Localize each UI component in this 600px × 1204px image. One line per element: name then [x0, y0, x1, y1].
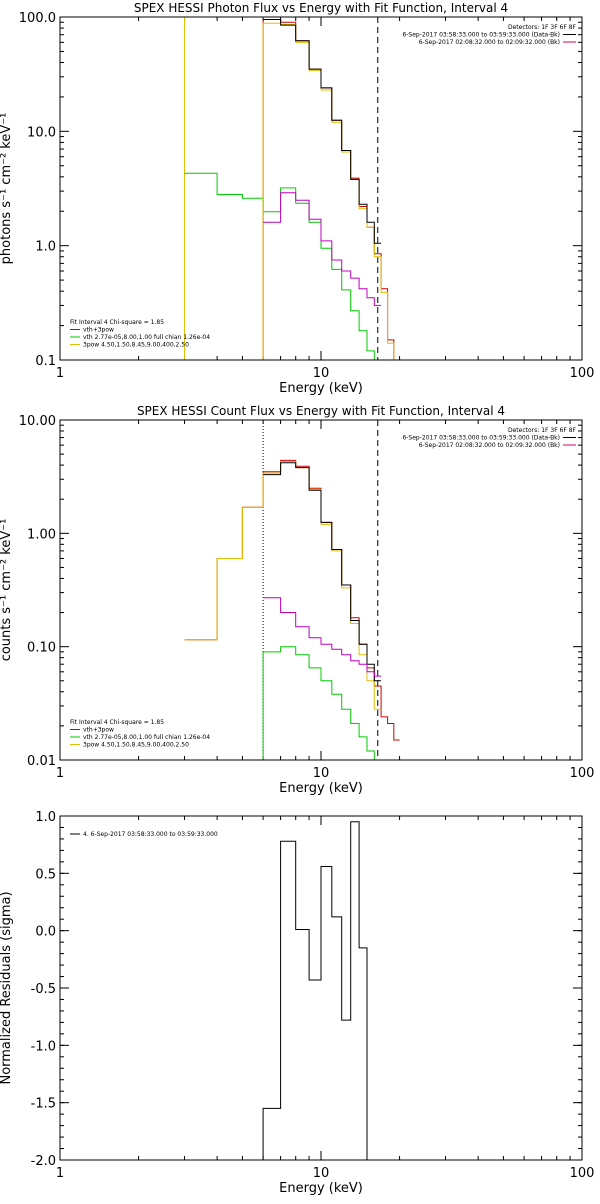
- x-tick-label: 100: [570, 1166, 595, 1181]
- y-tick-label: 1.0: [35, 810, 56, 825]
- y-tick-label: -0.5: [31, 982, 56, 997]
- plot-frame: [59, 16, 583, 361]
- legend-entry: 3pow 4.50,1.50,8.45,9.00,400,2.50: [83, 342, 189, 349]
- legend-entry: 6-Sep-2017 02:08:32.000 to 02:09:32.000 …: [419, 39, 560, 46]
- x-tick-label: 100: [570, 366, 595, 381]
- series-histogram-5: [263, 192, 382, 306]
- chart-panel-1: SPEX HESSI Photon Flux vs Energy with Fi…: [0, 1, 594, 396]
- legend-header: Fit Interval 4 Chi-square = 1.85: [70, 719, 164, 726]
- series-histogram-2: [262, 646, 375, 760]
- y-tick-label: 0.5: [35, 867, 56, 882]
- y-tick-label: 1.00: [27, 527, 56, 542]
- legend-entry: vth 2.77e-05,8.00,1.00 full chian 1.26e-…: [83, 734, 210, 741]
- y-tick-label: 1.0: [35, 240, 56, 255]
- y-tick-label: -1.0: [31, 1039, 56, 1054]
- legend-entry: 4. 6-Sep-2017 03:58:33.000 to 03:59:33.0…: [83, 831, 218, 838]
- y-tick-label: -1.5: [31, 1097, 56, 1112]
- legend-entry: 3pow 4.50,1.50,8.45,9.00,400,2.50: [83, 742, 189, 749]
- chart-panel-3: Energy (keV) Normalized Residuals (sigma)…: [0, 810, 594, 1196]
- y-tick-label: 100.0: [19, 11, 56, 26]
- x-tick-label: 100: [570, 766, 595, 781]
- series-histogram-4: [263, 19, 382, 244]
- plot-frame: [59, 815, 583, 1161]
- x-tick-label: 1: [56, 366, 64, 381]
- legend-entry: vth+3pow: [83, 727, 114, 734]
- x-axis-label: Energy (keV): [279, 1181, 363, 1196]
- y-tick-label: 0.0: [35, 925, 56, 940]
- x-tick-label: 10: [313, 1166, 330, 1181]
- y-axis-label: Normalized Residuals (sigma): [0, 891, 14, 1084]
- y-axis-label: photons s⁻¹ cm⁻² keV⁻¹: [0, 113, 14, 265]
- chart-title: SPEX HESSI Count Flux vs Energy with Fit…: [137, 404, 505, 418]
- series-histogram-3: [184, 461, 382, 710]
- x-tick-label: 10: [313, 366, 330, 381]
- y-tick-label: 10.00: [19, 414, 56, 429]
- legend-entry: vth+3pow: [83, 327, 114, 334]
- x-axis-label: Energy (keV): [279, 381, 363, 396]
- series-histogram-4: [263, 462, 382, 682]
- series-histogram-1: [262, 821, 382, 1160]
- series-histogram-2: [184, 172, 375, 360]
- y-tick-label: 0.01: [27, 754, 56, 769]
- legend-header: Detectors: 1F 3F 6F 8F: [508, 427, 577, 434]
- chart-title: SPEX HESSI Photon Flux vs Energy with Fi…: [134, 1, 508, 15]
- y-tick-label: -2.0: [31, 1154, 56, 1169]
- x-tick-label: 1: [56, 766, 64, 781]
- legend-entry: 6-Sep-2017 03:58:33.000 to 03:59:33.000 …: [402, 435, 560, 442]
- y-tick-label: 10.0: [27, 125, 56, 140]
- legend-header: Fit Interval 4 Chi-square = 1.85: [70, 319, 164, 326]
- y-tick-label: 0.1: [35, 354, 56, 369]
- legend-header: Detectors: 1F 3F 6F 8F: [508, 24, 577, 31]
- legend-entry: 6-Sep-2017 03:58:33.000 to 03:59:33.000 …: [402, 32, 560, 39]
- y-axis-label: counts s⁻¹ cm⁻² keV⁻¹: [0, 519, 14, 662]
- plot-frame: [59, 419, 583, 761]
- series-histogram-5: [263, 597, 382, 677]
- y-tick-label: 0.10: [27, 641, 56, 656]
- x-axis-label: Energy (keV): [279, 781, 363, 796]
- x-tick-label: 10: [313, 766, 330, 781]
- legend-entry: vth 2.77e-05,8.00,1.00 full chian 1.26e-…: [83, 334, 210, 341]
- x-tick-label: 1: [56, 1166, 64, 1181]
- legend-entry: 6-Sep-2017 02:08:32.000 to 02:09:32.000 …: [419, 442, 560, 449]
- chart-panel-2: SPEX HESSI Count Flux vs Energy with Fit…: [0, 404, 594, 796]
